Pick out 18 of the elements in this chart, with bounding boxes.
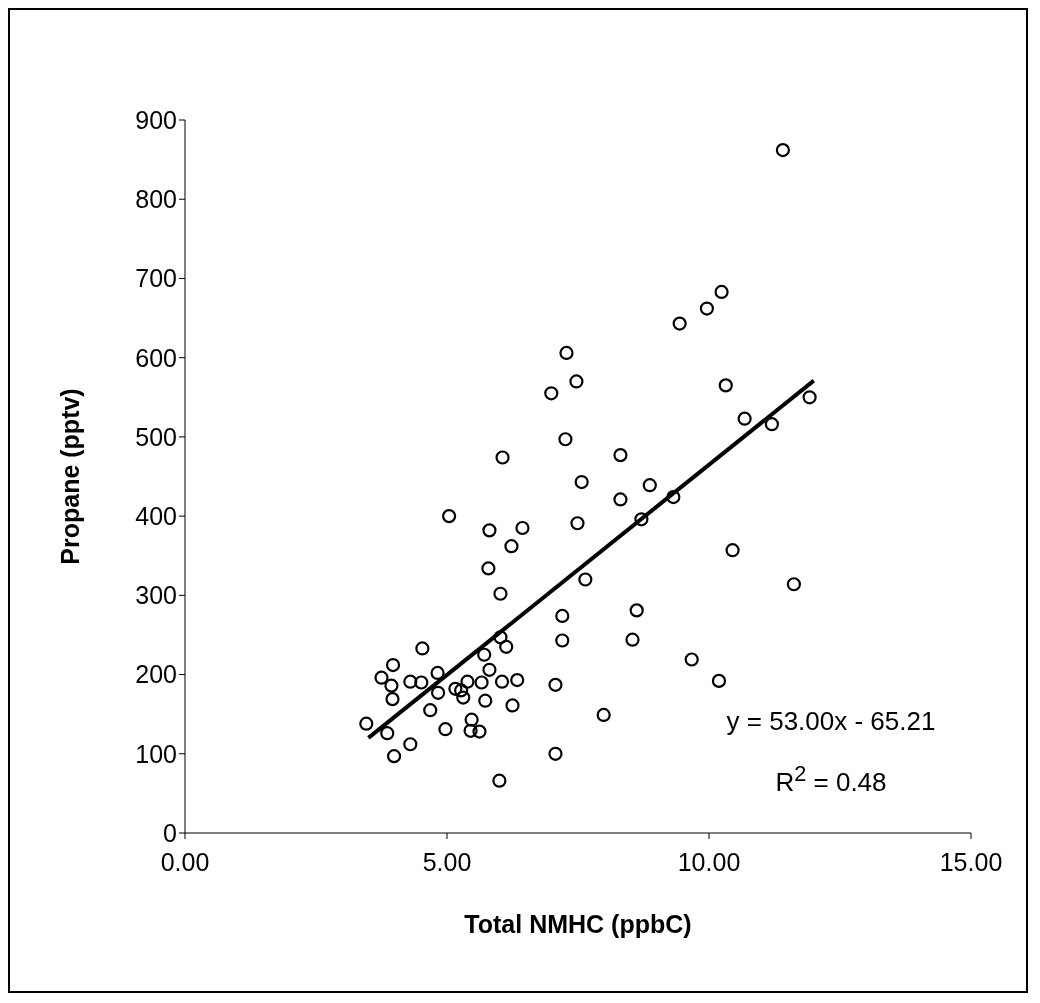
x-tick-label: 5.00 — [422, 847, 472, 876]
y-tick-label: 800 — [135, 185, 177, 214]
x-axis-title: Total NMHC (ppbC) — [464, 910, 692, 938]
y-tick-label: 100 — [135, 739, 177, 768]
y-tick-label: 900 — [135, 105, 177, 134]
y-axis-title: Propane (pptv) — [55, 388, 84, 565]
annotation: y = 53.00x - 65.21 — [725, 706, 937, 737]
y-tick-label: 500 — [135, 422, 177, 451]
y-tick-label: 300 — [135, 581, 177, 610]
annotation: R$^{2}$ = 0.48 — [774, 761, 888, 798]
x-tick-label: 10.00 — [677, 847, 741, 876]
y-tick-label: 600 — [135, 343, 177, 372]
y-tick-label: 400 — [135, 501, 177, 530]
x-tick-label: 0.00 — [160, 847, 210, 876]
y-tick-label: 0 — [163, 818, 177, 847]
y-tick-label: 700 — [135, 264, 177, 293]
y-tick-label: 200 — [135, 660, 177, 689]
x-tick-label: 15.00 — [939, 847, 1003, 876]
